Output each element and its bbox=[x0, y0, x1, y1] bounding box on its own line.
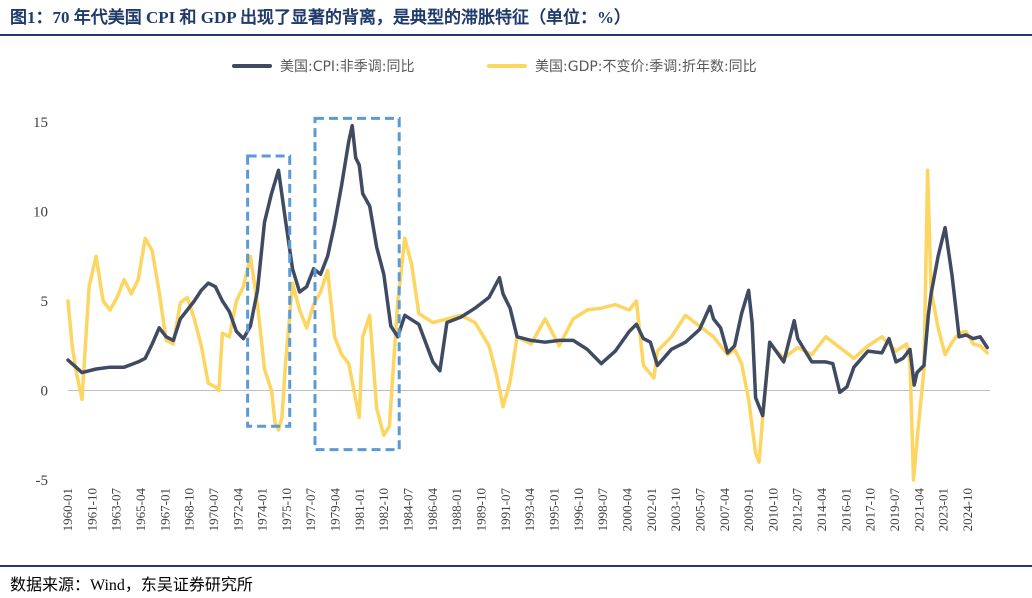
x-tick-label: 2002-01 bbox=[644, 488, 659, 531]
x-tick-label: 2007-04 bbox=[717, 488, 732, 532]
x-tick-label: 1986-04 bbox=[425, 488, 440, 532]
x-tick-label: 2016-01 bbox=[838, 488, 853, 531]
x-tick-label: 1981-01 bbox=[352, 488, 367, 531]
x-tick-label: 1961-10 bbox=[84, 488, 99, 531]
x-tick-label: 2000-04 bbox=[619, 488, 634, 532]
x-tick-label: 1989-10 bbox=[474, 488, 489, 531]
x-tick-label: 1968-10 bbox=[182, 488, 197, 531]
x-tick-label: 2017-10 bbox=[863, 488, 878, 531]
x-tick-label: 2009-01 bbox=[741, 488, 756, 531]
x-tick-label: 2003-10 bbox=[668, 488, 683, 531]
x-tick-label: 2019-07 bbox=[887, 488, 902, 532]
bottom-rule bbox=[0, 565, 1032, 567]
stagflation-highlight-box-2 bbox=[313, 116, 401, 452]
legend-label-cpi: 美国:CPI:非季调:同比 bbox=[280, 59, 415, 75]
y-tick-label: 15 bbox=[33, 115, 48, 131]
y-tick-label: -5 bbox=[36, 473, 49, 489]
x-tick-label: 2021-04 bbox=[911, 488, 926, 532]
x-tick-label: 1970-07 bbox=[206, 488, 221, 532]
x-tick-label: 2010-10 bbox=[765, 488, 780, 531]
x-tick-label: 1991-07 bbox=[498, 488, 513, 532]
series-line-cpi bbox=[66, 123, 989, 418]
y-tick-label: 0 bbox=[41, 384, 49, 400]
x-tick-label: 1977-07 bbox=[303, 488, 318, 532]
x-tick-label: 1979-04 bbox=[328, 488, 343, 532]
x-tick-label: 2005-07 bbox=[692, 488, 707, 532]
x-tick-label: 2024-10 bbox=[960, 488, 975, 531]
top-rule bbox=[0, 34, 1032, 36]
x-tick-label: 1998-07 bbox=[595, 488, 610, 532]
source-note: 数据来源：Wind，东吴证券研究所 bbox=[10, 577, 253, 594]
x-tick-label: 1993-04 bbox=[522, 488, 537, 532]
x-tick-label: 1982-10 bbox=[376, 488, 391, 531]
x-tick-label: 1965-04 bbox=[133, 488, 148, 532]
figure-title: 图1：70 年代美国 CPI 和 GDP 出现了显著的背离，是典型的滞胀特征（单… bbox=[10, 8, 631, 27]
x-tick-label: 1960-01 bbox=[60, 488, 75, 531]
x-tick-label: 1975-10 bbox=[279, 488, 294, 531]
x-tick-label: 1984-07 bbox=[401, 488, 416, 532]
x-tick-label: 1995-01 bbox=[546, 488, 561, 531]
x-tick-label: 1974-01 bbox=[255, 488, 270, 531]
legend-swatch-cpi bbox=[232, 64, 272, 68]
stagflation-highlight-box-1 bbox=[246, 154, 292, 428]
x-tick-label: 1967-01 bbox=[157, 488, 172, 531]
y-tick-label: 10 bbox=[33, 205, 48, 221]
x-tick-label: 1963-07 bbox=[109, 488, 124, 532]
line-chart: -5 0 5 10 15 1960-01 1961-10 1963-07 1965-04 1967… bbox=[33, 115, 990, 532]
x-tick-label: 1996-10 bbox=[571, 488, 586, 531]
x-tick-label: 2023-01 bbox=[936, 488, 951, 531]
legend-swatch-gdp bbox=[487, 64, 527, 68]
y-tick-label: 5 bbox=[41, 294, 49, 310]
x-tick-label: 2014-04 bbox=[814, 488, 829, 532]
x-tick-label: 1972-04 bbox=[230, 488, 245, 532]
legend-item-cpi: 美国:CPI:非季调:同比 bbox=[232, 55, 415, 77]
legend-item-gdp: 美国:GDP:不变价:季调:折年数:同比 bbox=[487, 55, 757, 77]
series-line-gdp bbox=[66, 168, 989, 482]
x-tick-label: 2012-07 bbox=[790, 488, 805, 532]
x-tick-label: 1988-01 bbox=[449, 488, 464, 531]
legend-label-gdp: 美国:GDP:不变价:季调:折年数:同比 bbox=[535, 59, 757, 75]
